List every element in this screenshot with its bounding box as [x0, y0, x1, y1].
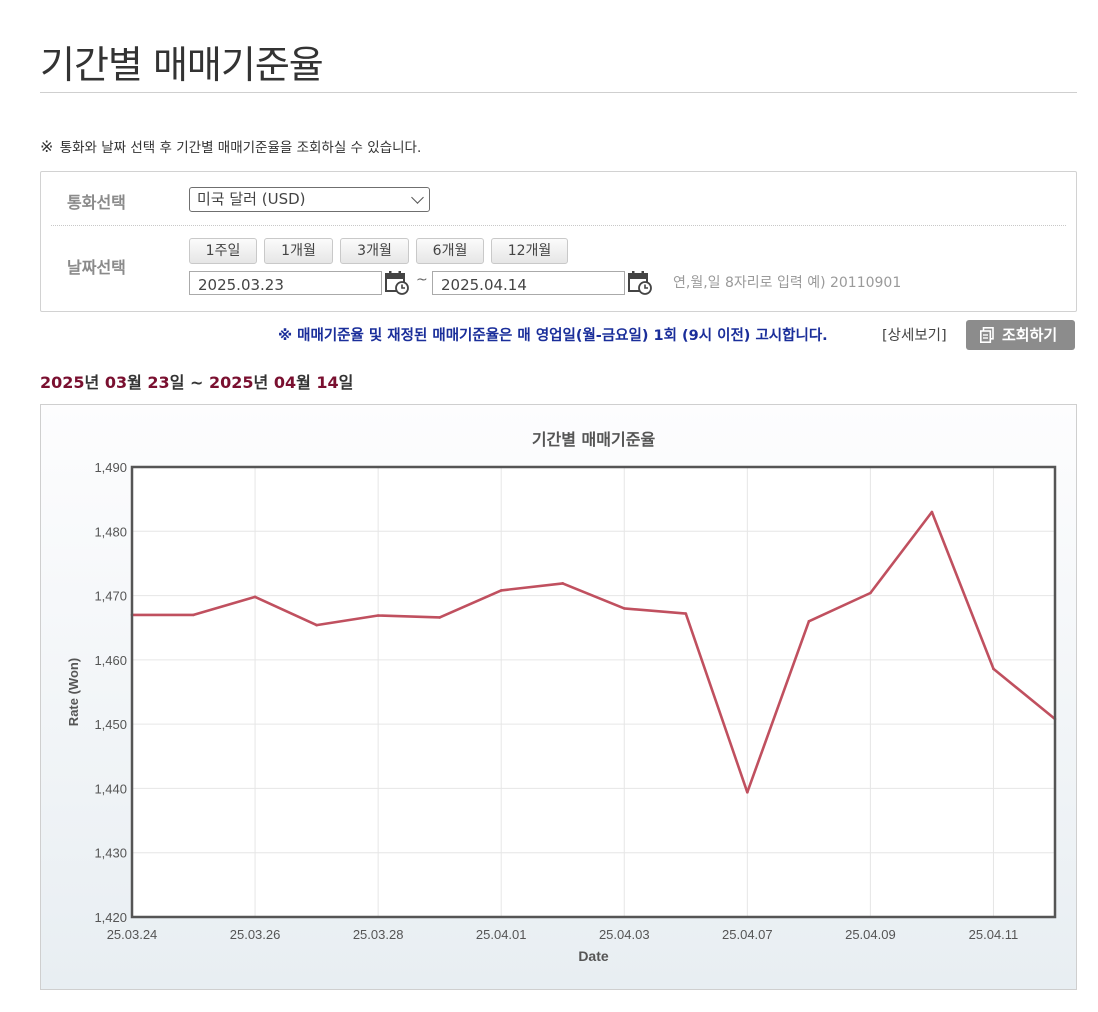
data-point — [438, 616, 441, 619]
x-tick-label: 25.03.24 — [107, 927, 158, 942]
notice-message: 통화와 날짜 선택 후 기간별 매매기준율을 조회하실 수 있습니다. — [59, 140, 422, 156]
form-row-divider — [51, 225, 1066, 226]
start-month: 03 — [104, 373, 128, 392]
notice-mark: ※ — [40, 137, 54, 156]
date-label: 날짜선택 — [67, 258, 126, 277]
search-button-label: 조회하기 — [1002, 326, 1058, 344]
search-form: 통화선택 미국 달러 (USD) 날짜선택 1주일 1개월 3개월 6개월 12… — [40, 171, 1077, 312]
y-tick-label: 1,420 — [94, 910, 127, 925]
title-divider — [40, 92, 1077, 93]
calendar-icon[interactable] — [384, 269, 410, 295]
month-unit: 월 — [296, 373, 311, 392]
x-tick-label: 25.04.11 — [969, 927, 1019, 942]
chevron-down-icon — [411, 191, 424, 204]
data-point — [807, 619, 811, 623]
period-button-1month[interactable]: 1개월 — [264, 238, 333, 264]
x-tick-label: 25.04.07 — [722, 927, 773, 942]
calendar-icon[interactable] — [627, 269, 653, 295]
data-point — [992, 667, 995, 671]
data-point — [315, 623, 318, 627]
plot-border — [130, 465, 1057, 919]
period-button-1week[interactable]: 1주일 — [189, 238, 257, 264]
search-button[interactable]: 조회하기 — [966, 320, 1075, 350]
detail-link[interactable]: [상세보기] — [882, 328, 947, 344]
start-date-input[interactable]: 2025.03.23 — [189, 271, 382, 295]
y-tick-label: 1,490 — [94, 460, 127, 475]
end-day: 14 — [316, 373, 339, 392]
data-point — [622, 607, 626, 610]
currency-select[interactable]: 미국 달러 (USD) — [189, 187, 430, 212]
x-tick-label: 25.03.26 — [230, 927, 281, 942]
period-button-12month[interactable]: 12개월 — [491, 238, 568, 264]
year-unit: 년 — [84, 373, 100, 392]
data-point — [869, 591, 872, 595]
data-point — [930, 510, 934, 514]
x-tick-label: 25.04.03 — [599, 927, 650, 942]
chart-svg: 1,420 1,430 1,440 1,450 1,460 1,470 1,480 1,490… — [66, 430, 1057, 964]
chart-title: 기간별 매매기준율 — [532, 430, 656, 449]
x-tick-label: 25.04.01 — [476, 927, 527, 942]
date-format-hint: 연,월,일 8자리로 입력 예) 20110901 — [673, 275, 902, 291]
data-point — [192, 613, 195, 617]
data-point — [499, 589, 503, 592]
announcement-text: ※ 매매기준율 및 재정된 매매기준율은 매 영업일(월-금요일) 1회 (9시… — [278, 328, 828, 344]
start-day: 23 — [147, 373, 170, 392]
end-month: 04 — [273, 373, 297, 392]
y-tick-label: 1,480 — [94, 524, 127, 539]
rate-series-line — [132, 510, 1056, 794]
rate-chart: 1,420 1,430 1,440 1,450 1,460 1,470 1,480 1,490… — [40, 404, 1077, 990]
data-point — [561, 582, 565, 585]
plot-area — [132, 467, 1055, 917]
day-unit: 일 — [338, 373, 354, 392]
currency-select-value: 미국 달러 (USD) — [197, 190, 306, 208]
y-tick-label: 1,460 — [94, 653, 127, 668]
x-tick-label: 25.03.28 — [353, 927, 404, 942]
date-range-separator: ~ — [416, 272, 428, 288]
period-button-3month[interactable]: 3개월 — [340, 238, 409, 264]
x-tick-label: 25.04.09 — [845, 927, 896, 942]
period-separator: ~ — [190, 373, 204, 392]
y-tick-label: 1,440 — [94, 781, 127, 796]
page-title: 기간별 매매기준율 — [40, 43, 324, 87]
data-point — [253, 595, 257, 599]
y-tick-label: 1,430 — [94, 846, 127, 861]
end-year: 2025 — [208, 373, 254, 392]
y-tick-label: 1,470 — [94, 589, 127, 604]
data-point — [684, 612, 688, 615]
notice-text: ※ 통화와 날짜 선택 후 기간별 매매기준율을 조회하실 수 있습니다. — [40, 136, 421, 156]
currency-label: 통화선택 — [67, 193, 126, 212]
year-unit: 년 — [253, 373, 269, 392]
x-axis-label: Date — [578, 948, 609, 964]
selected-period: 2025년 03월 23일 ~ 2025년 04월 14일 — [40, 369, 353, 393]
y-tick-label: 1,450 — [94, 717, 127, 732]
end-date-input[interactable]: 2025.04.14 — [432, 271, 625, 295]
data-point — [376, 614, 380, 617]
start-year: 2025 — [40, 373, 85, 392]
month-unit: 월 — [127, 373, 142, 392]
y-axis-label: Rate (Won) — [66, 658, 81, 726]
document-icon — [980, 327, 994, 343]
day-unit: 일 — [169, 373, 185, 392]
period-button-6month[interactable]: 6개월 — [416, 238, 484, 264]
data-point — [746, 790, 749, 794]
